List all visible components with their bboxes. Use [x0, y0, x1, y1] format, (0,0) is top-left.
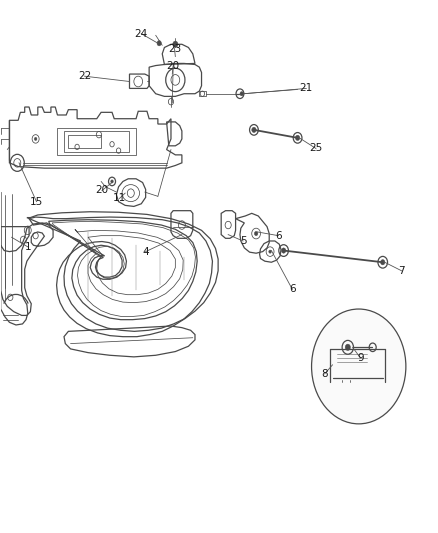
Text: 21: 21: [300, 83, 313, 93]
Text: 25: 25: [309, 143, 322, 154]
Text: 24: 24: [134, 29, 148, 39]
Text: 7: 7: [398, 266, 405, 276]
Circle shape: [111, 180, 113, 183]
Text: 6: 6: [275, 231, 282, 241]
Circle shape: [252, 127, 256, 133]
Text: 22: 22: [78, 71, 91, 81]
Circle shape: [34, 138, 37, 141]
Text: 20: 20: [166, 61, 180, 70]
Text: 1: 1: [25, 242, 31, 252]
Text: 20: 20: [95, 185, 109, 196]
Text: 23: 23: [168, 44, 181, 53]
Circle shape: [173, 41, 178, 47]
Text: 9: 9: [357, 353, 364, 363]
Circle shape: [381, 260, 385, 265]
Circle shape: [269, 250, 272, 253]
Circle shape: [295, 135, 300, 141]
Circle shape: [254, 231, 258, 236]
Circle shape: [240, 92, 244, 96]
Text: 11: 11: [113, 193, 126, 204]
Text: 4: 4: [142, 247, 149, 256]
Text: 8: 8: [321, 369, 328, 379]
Text: 6: 6: [289, 285, 296, 294]
Circle shape: [345, 344, 350, 351]
Circle shape: [311, 309, 406, 424]
Circle shape: [282, 248, 286, 253]
Circle shape: [157, 41, 161, 46]
Text: 5: 5: [240, 236, 246, 246]
Text: 15: 15: [30, 197, 43, 207]
